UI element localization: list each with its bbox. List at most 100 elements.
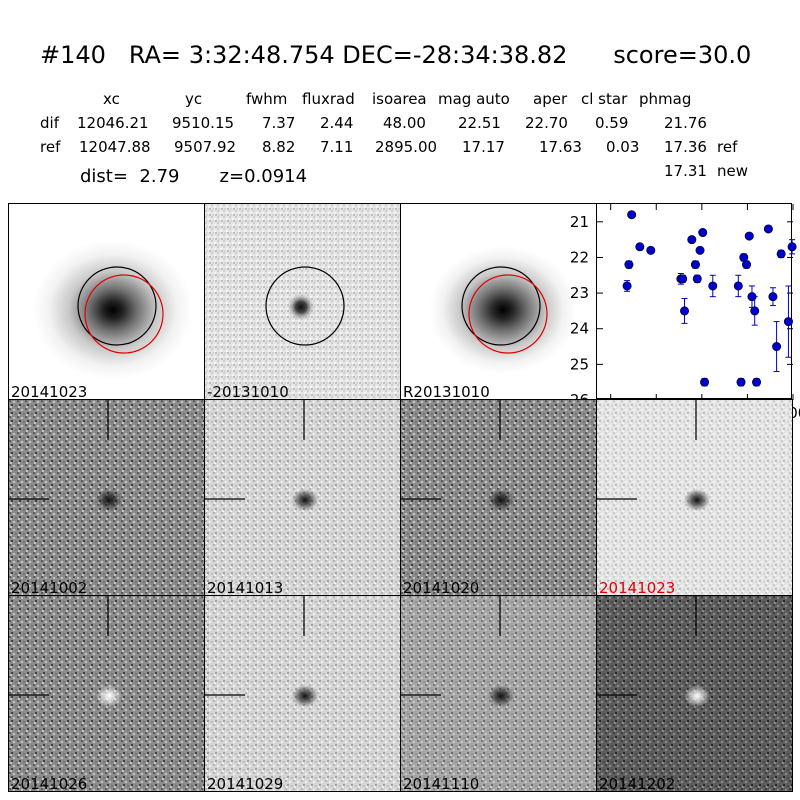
y-tick-label: 21 [570,213,589,231]
panel-label: 20141029 [207,775,284,792]
epoch-stamp: 20141029 [204,595,401,792]
table-cell: 9510.15 [172,114,235,132]
dec-value: -28:34:38.82 [412,41,568,69]
diff-image [205,204,400,399]
table-cell: 9507.92 [174,138,237,156]
panel-label: 20141023 [11,383,88,400]
y-tick-label: 23 [570,284,589,302]
row-label: dif [40,114,59,132]
score-value: 30.0 [697,41,752,69]
data-point [627,210,637,220]
new-phmag: 17.31 [664,162,707,180]
col-header: mag auto [438,90,510,108]
ra-label: RA= [128,41,182,69]
reference-image-stamp: R20131010 [400,203,597,400]
z-label: z= [219,166,245,187]
table-cell: 7.37 [262,114,296,132]
table-cell: 48.00 [383,114,426,132]
data-point [744,231,754,241]
data-point [624,260,634,270]
epoch-image [597,400,792,595]
epoch-image [401,400,596,595]
panel-label: -20131010 [207,383,289,400]
col-header: isoarea [372,90,427,108]
epoch-image [401,596,596,791]
galaxy-image [9,204,204,399]
panel-label: 20141023 [599,579,676,596]
table-cell: 2895.00 [375,138,438,156]
new-aperture-circle [468,274,548,354]
epoch-stamp: 20141023 [596,399,793,596]
data-point [736,377,746,387]
data-point [695,245,705,255]
panel-label: 20141202 [599,775,676,792]
row-label: ref [40,138,61,156]
table-cell: 12046.21 [77,114,149,132]
col-header: yc [185,90,203,108]
col-header: phmag [639,90,692,108]
col-header: fwhm [246,90,288,108]
epoch-stamp: 20141110 [400,595,597,792]
dec-label: DEC= [342,41,413,69]
table-cell: 0.59 [595,114,629,132]
data-point [742,260,752,270]
data-point [700,377,710,387]
z-value: 0.0914 [244,166,308,187]
ref-suffix: ref [717,138,738,156]
epoch-image [9,596,204,791]
data-point [678,274,688,284]
data-point [687,235,697,245]
light-curve-svg: 212223242526−100−50050100 [570,204,800,422]
score-label: score= [613,41,698,69]
col-header: xc [103,90,120,108]
table-cell: 17.17 [462,138,505,156]
panel-label: 20141002 [11,579,88,596]
data-point [750,306,760,316]
data-point [646,245,656,255]
data-point [763,224,773,234]
y-tick-label: 24 [570,320,589,338]
table-cell: 7.11 [320,138,354,156]
new-image-stamp: 20141023 [8,203,205,400]
data-point [768,292,778,302]
col-header: aper [533,90,568,108]
ref-aperture-circle [461,266,541,346]
candidate-title: #140 RA= 3:32:48.754 DEC=-28:34:38.82 sc… [40,41,751,69]
dist-value: 2.79 [139,166,180,187]
data-point [635,242,645,252]
epoch-stamp: 20141026 [8,595,205,792]
epoch-image [205,596,400,791]
table-cell: 12047.88 [79,138,151,156]
table-cell: 17.36 [664,138,707,156]
data-point [692,274,702,284]
epoch-image [205,400,400,595]
ra-value: 3:32:48.754 [188,41,335,69]
ref-aperture-circle [265,266,345,346]
y-tick-label: 25 [570,355,589,373]
epoch-image [597,596,792,791]
dist-label: dist= [80,166,128,187]
data-point [690,260,700,270]
data-point [787,242,797,252]
table-cell: 8.82 [262,138,296,156]
panel-label: R20131010 [403,383,490,400]
epoch-stamp: 20141020 [400,399,597,596]
panel-label: 20141026 [11,775,88,792]
data-point [680,306,690,316]
epoch-stamp: 20141202 [596,595,793,792]
table-cell: 17.63 [539,138,582,156]
data-point [708,281,718,291]
table-cell: 2.44 [320,114,354,132]
data-point [752,377,762,387]
distance-redshift-line: dist= 2.79 z=0.0914 [80,166,307,187]
panel-label: 20141013 [207,579,284,596]
table-cell: 0.03 [606,138,640,156]
data-point [733,281,743,291]
table-cell: 22.51 [458,114,501,132]
y-tick-label: 22 [570,248,589,266]
panel-label: 20141110 [403,775,480,792]
col-header: fluxrad [302,90,355,108]
table-cell: 22.70 [525,114,568,132]
table-cell: 21.76 [664,114,707,132]
data-point [772,342,782,352]
